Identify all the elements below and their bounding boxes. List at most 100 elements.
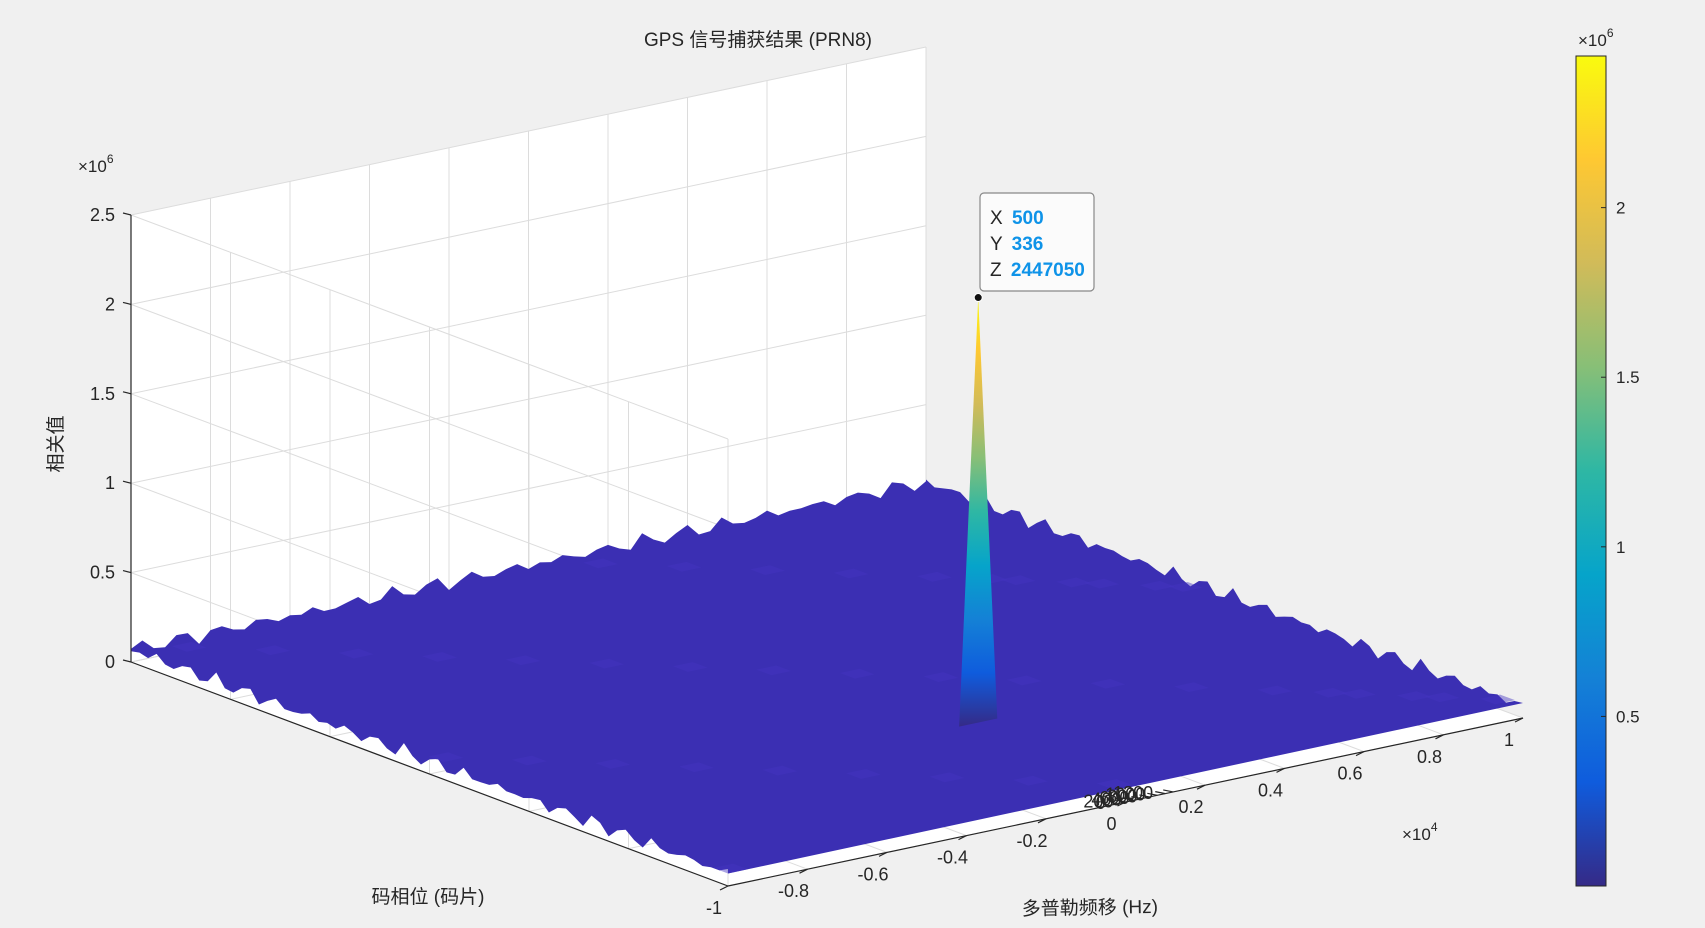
z-axis-label: 相关值 xyxy=(45,415,67,472)
surface-facet xyxy=(1096,779,1132,789)
x-tick-mark xyxy=(958,835,967,841)
surface-facet xyxy=(512,755,547,766)
surface-facet xyxy=(750,565,786,576)
surface-facet xyxy=(833,568,869,579)
data-tip-x-label: X xyxy=(990,208,1003,229)
surface-facet xyxy=(1139,580,1175,591)
surface-facet xyxy=(1167,582,1203,592)
colorbar[interactable]: 0.5 1 1.5 2 ×106 xyxy=(1575,26,1640,887)
y-tick-mark xyxy=(1147,792,1158,796)
y-tick-label: 600 xyxy=(1099,788,1129,808)
x-tick-label: 0.4 xyxy=(1258,780,1283,800)
x-tick-label: 0.8 xyxy=(1417,747,1442,767)
y-axis-line xyxy=(130,661,729,887)
y-tick-mark xyxy=(1123,797,1134,801)
surface-facet xyxy=(422,652,458,662)
surface-facet xyxy=(1313,687,1348,698)
surface-facet xyxy=(1006,675,1042,686)
data-tip-y-label: Y xyxy=(990,234,1003,255)
z-exponent-label: ×106 xyxy=(78,152,114,176)
colorbar-exponent-label: ×106 xyxy=(1578,26,1614,50)
surface-facet xyxy=(672,662,708,672)
surface-facet xyxy=(338,648,374,659)
surface-facet xyxy=(583,558,618,569)
data-tip-z-value: 2447050 xyxy=(1011,260,1085,281)
z-tick-mark xyxy=(122,391,132,395)
y-tick-mark xyxy=(1115,799,1126,803)
x-tick-label: -0.8 xyxy=(778,881,809,901)
z-tick-label: 0.5 xyxy=(90,563,115,583)
data-tip-y-value: 336 xyxy=(1012,234,1044,255)
svg-text:X 500: X 500 xyxy=(990,208,1044,229)
colorbar-tick-label: 1.5 xyxy=(1616,368,1640,387)
x-tick-mark xyxy=(1117,801,1126,807)
x-tick-label: 0.6 xyxy=(1337,764,1362,784)
x-tick-mark xyxy=(1355,751,1365,757)
data-tip-z-label: Z xyxy=(990,260,1002,281)
surface-facet xyxy=(1424,692,1460,703)
surface-facet xyxy=(1090,678,1126,689)
data-tip[interactable]: X 500 Y 336 Z 2447050 xyxy=(973,192,1095,303)
surface-facet xyxy=(923,672,959,682)
surface-facet xyxy=(666,561,702,572)
surface-facet xyxy=(1257,685,1293,696)
z-tick-mark xyxy=(122,212,132,216)
x-tick-mark xyxy=(1037,818,1047,824)
x-tick-mark xyxy=(878,851,888,857)
surface-plot xyxy=(131,297,1523,874)
surface-facet xyxy=(428,752,464,763)
z-tick-mark xyxy=(122,659,132,663)
z-tick-label: 2.5 xyxy=(90,205,115,225)
svg-text:Z 2447050: Z 2447050 xyxy=(990,260,1085,281)
x-tick-mark xyxy=(719,885,729,891)
colorbar-tick-label: 2 xyxy=(1616,199,1625,218)
y-tick-label: 1000 xyxy=(1105,785,1145,805)
z-tick-label: 1.5 xyxy=(90,384,115,404)
svg-text:×104: ×104 xyxy=(1402,820,1438,844)
x-tick-label: -0.6 xyxy=(857,864,888,884)
z-tick-mark xyxy=(122,570,132,574)
y-axis-label: 码相位 (码片) xyxy=(372,886,485,908)
y-tick-label: 200 xyxy=(1083,791,1113,811)
surface-facet xyxy=(846,769,881,779)
x-tick-label: 0 xyxy=(1106,814,1116,834)
x-tick-mark xyxy=(1514,717,1524,723)
surface-facet xyxy=(1341,688,1376,699)
data-tip-marker xyxy=(973,293,983,303)
surface-facet xyxy=(595,758,631,769)
colorbar-tick-label: 0.5 xyxy=(1616,707,1640,726)
x-tick-mark xyxy=(799,868,808,874)
x-tick-label: -1 xyxy=(706,898,722,918)
surface-facet xyxy=(589,658,625,669)
surface-facet xyxy=(917,571,953,582)
x-tick-label: 0.2 xyxy=(1178,797,1203,817)
x-exponent-label: ×104 xyxy=(1402,820,1438,844)
colorbar-gradient xyxy=(1575,55,1607,887)
svg-text:Y 336: Y 336 xyxy=(990,234,1043,255)
z-tick-label: 2 xyxy=(105,294,115,314)
y-tick-mark xyxy=(1163,789,1174,793)
surface-facet xyxy=(255,645,291,656)
x-tick-mark xyxy=(1435,734,1444,740)
surface-facet xyxy=(679,762,714,773)
y-tick-mark xyxy=(1155,791,1166,795)
surface-facet xyxy=(1084,578,1120,589)
y-tick-label: 1200 xyxy=(1113,783,1153,803)
y-tick-label: 400 xyxy=(1091,790,1121,810)
surface-facet xyxy=(929,772,965,783)
z-tick-mark xyxy=(122,301,132,305)
y-tick-mark xyxy=(1139,794,1150,798)
surface-facet xyxy=(505,655,541,666)
data-tip-x-value: 500 xyxy=(1012,208,1044,229)
surface-facet xyxy=(1013,775,1048,786)
surface-floor xyxy=(131,479,1523,874)
x-tick-mark xyxy=(1276,767,1285,773)
surface-facet xyxy=(1056,577,1092,588)
svg-text:×106: ×106 xyxy=(78,152,114,176)
colorbar-tick-label: 1 xyxy=(1616,538,1625,557)
data-tip-box xyxy=(979,192,1095,292)
x-tick-label: -0.2 xyxy=(1016,831,1047,851)
surface-facet xyxy=(1173,682,1209,693)
surface-facet xyxy=(713,863,748,874)
